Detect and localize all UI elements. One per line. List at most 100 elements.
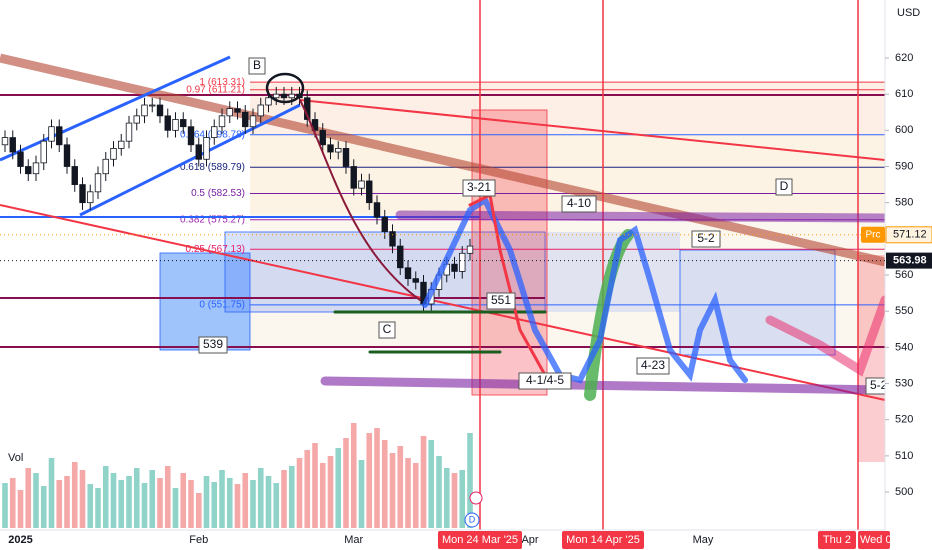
- candle-body: [203, 137, 210, 160]
- annotation-box: [561, 195, 597, 213]
- volume-bar: [188, 480, 194, 528]
- y-tick-label: 500: [895, 486, 913, 498]
- candle-body: [218, 115, 226, 128]
- volume-bar: [296, 458, 303, 528]
- candle-body: [280, 93, 288, 99]
- date-tag: [438, 531, 522, 549]
- volume-bar: [288, 466, 295, 528]
- annotation-box: [486, 292, 516, 310]
- fib-label: 1 (613.31): [199, 77, 245, 88]
- volume-bar: [141, 483, 148, 528]
- candle-body: [110, 148, 117, 160]
- price-tag-label: 571.12: [893, 229, 927, 241]
- x-tick-label: 2025: [8, 534, 32, 546]
- volume-bar: [33, 473, 39, 528]
- date-tag-label: Mon 14 Apr '25: [566, 534, 640, 546]
- annotation-box: [462, 179, 496, 197]
- y-tick-label: 530: [895, 377, 913, 389]
- candle-body: [133, 115, 140, 124]
- volume-bar: [149, 470, 156, 528]
- marker-label: D: [469, 514, 476, 524]
- candle-body: [459, 252, 466, 272]
- price-tag-name: Prc: [866, 229, 881, 240]
- y-tick-label: 550: [895, 305, 913, 317]
- drawing: [395, 210, 890, 223]
- volume-bar: [211, 482, 218, 528]
- candle-body: [319, 129, 326, 146]
- volume-bar: [157, 478, 163, 528]
- candle-body: [273, 93, 280, 99]
- volume-bar: [234, 484, 241, 528]
- candle-body: [211, 126, 218, 138]
- drawing: [422, 195, 748, 384]
- volume-bar: [164, 466, 171, 528]
- volume-bar: [319, 463, 326, 528]
- y-tick-label: 610: [895, 88, 913, 100]
- y-tick-label: 590: [895, 160, 913, 172]
- candle-body: [9, 137, 16, 153]
- y-tick-label: 560: [895, 269, 913, 281]
- volume-bar: [451, 473, 458, 528]
- price-axis: [885, 0, 932, 550]
- y-tick-label: 510: [895, 450, 913, 462]
- annotation: 551: [491, 293, 511, 307]
- volume-bar: [126, 476, 132, 528]
- candle-body: [288, 93, 295, 99]
- volume-bar: [250, 480, 256, 528]
- annotation: 539: [203, 337, 223, 351]
- annotation: C: [383, 322, 392, 336]
- candle-body: [187, 126, 195, 146]
- trend-line: [0, 53, 887, 267]
- drawing: [299, 99, 421, 301]
- candle-body: [342, 148, 350, 167]
- volume-bar: [242, 473, 249, 528]
- candle-body: [180, 119, 187, 128]
- fib-band: [250, 82, 885, 134]
- candle-body: [149, 104, 156, 107]
- annotation: D: [780, 179, 789, 193]
- volume-bar: [17, 490, 24, 528]
- candle-body: [265, 97, 272, 106]
- volume-bar: [195, 493, 202, 528]
- volume-bar: [102, 466, 109, 528]
- volume-bar: [405, 458, 411, 528]
- candle-body: [87, 191, 94, 204]
- volume-bar: [71, 462, 78, 528]
- volume-bar: [203, 476, 210, 528]
- volume-bar: [180, 473, 187, 528]
- candle-body: [40, 140, 47, 164]
- price-tag-name-box: [861, 226, 885, 243]
- channel-line: [0, 55, 231, 162]
- volume-bar: [327, 456, 334, 528]
- volume-bar: [374, 428, 380, 528]
- x-tick-label: Mar: [344, 534, 363, 546]
- candle-body: [397, 245, 404, 269]
- y-tick-label: 600: [895, 124, 913, 136]
- volume-bar: [95, 488, 101, 528]
- fib-label: 0.25 (567.13): [186, 244, 246, 255]
- date-tag-label: Wed 0: [860, 534, 892, 546]
- fib-label: 0.618 (589.79): [180, 162, 245, 173]
- candle-body: [327, 144, 334, 153]
- candle-body: [358, 180, 365, 189]
- candle-body: [242, 111, 249, 128]
- price-tag: [885, 226, 932, 244]
- candle-body: [373, 202, 381, 218]
- annotation-box: [198, 336, 228, 354]
- volume-bar: [436, 456, 442, 528]
- fib-label: 0.97 (611.21): [186, 84, 245, 95]
- candle-body: [466, 245, 474, 254]
- volume-bar: [79, 470, 86, 528]
- y-tick-label: 620: [895, 52, 913, 64]
- candle-body: [56, 126, 63, 146]
- annotation: B: [253, 58, 261, 72]
- annotation-box: [248, 57, 266, 75]
- candle-body: [118, 140, 125, 149]
- volume-bar: [118, 480, 125, 528]
- candle-body: [389, 231, 396, 247]
- annotation: 3-21: [467, 180, 491, 194]
- drawing: [265, 72, 305, 104]
- fib-levels: 1 (613.31)0.97 (611.21)0.764 (598.78)0.6…: [180, 77, 885, 310]
- date-tag-label: Thu 2: [823, 534, 851, 546]
